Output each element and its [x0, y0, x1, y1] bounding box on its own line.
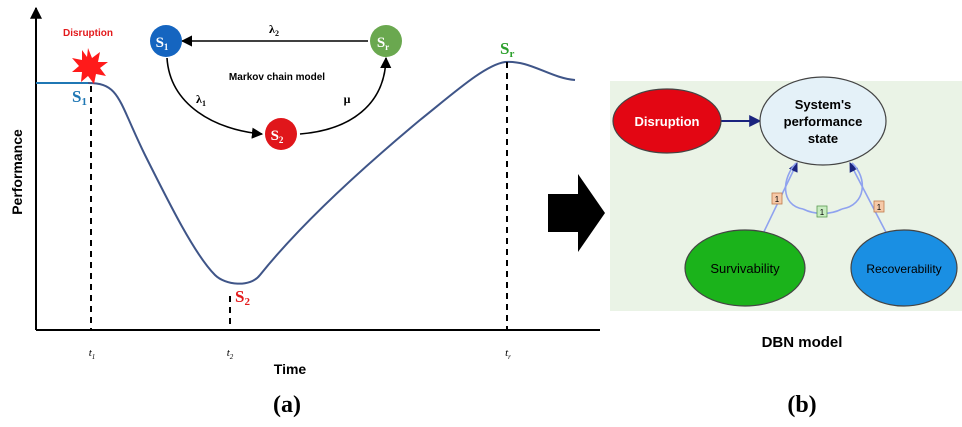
edge-s1-to-s2	[166, 57, 264, 139]
edge-label-lambda1: λ1	[196, 92, 206, 108]
curve-label-sr: Sr	[500, 39, 514, 60]
lag-box-left	[771, 192, 783, 205]
edge-label-mu: μ	[344, 92, 351, 106]
performance-curve	[36, 60, 576, 285]
lag-box-right	[873, 200, 885, 213]
markov-node-s2	[265, 118, 297, 150]
markov-title: Markov chain model	[229, 72, 325, 83]
self-loop-right	[841, 162, 864, 210]
markov-node-s2-label: S2	[271, 128, 284, 145]
node-disruption	[612, 88, 722, 154]
tick-t1: t1	[89, 347, 96, 361]
panel-b: 1 1 1 Disruption System's performance st…	[610, 76, 962, 418]
panel-a: Performance Time t1 t2 tr S1 S2 Sr Disru…	[9, 6, 600, 418]
node-performance-state	[759, 76, 887, 166]
caption-a: (a)	[273, 392, 301, 418]
edge-s2-to-sr	[299, 56, 392, 135]
node-survivability-label: Survivability	[710, 261, 780, 276]
disruption-burst-icon	[72, 48, 108, 84]
node-performance-line1: System's	[795, 97, 852, 112]
self-loop-left	[784, 162, 804, 210]
disruption-label: Disruption	[63, 28, 113, 39]
x-axis-label: Time	[274, 361, 307, 377]
link-recoverability-to-performance	[849, 162, 891, 241]
node-recoverability-label: Recoverability	[866, 262, 941, 276]
dbn-title: DBN model	[762, 334, 843, 351]
lag-label-right: 1	[877, 203, 882, 212]
node-performance-line3: state	[808, 131, 838, 146]
curve-label-s2: S2	[235, 287, 250, 308]
markov-node-s1	[150, 25, 182, 57]
block-arrow-icon	[548, 174, 605, 252]
node-survivability	[684, 229, 806, 307]
node-disruption-label: Disruption	[635, 114, 700, 129]
lag-box-middle	[816, 205, 828, 218]
lag-label-left: 1	[775, 195, 780, 204]
node-recoverability	[850, 229, 958, 307]
tick-tr: tr	[505, 347, 511, 361]
y-axis-label: Performance	[9, 129, 25, 215]
node-performance-line2: performance	[784, 114, 863, 129]
markov-chain-inset: S1 S2 Sr λ2 λ1 μ Markov chain model	[150, 22, 402, 150]
edge-label-lambda2: λ2	[269, 22, 279, 38]
caption-b: (b)	[787, 392, 816, 418]
markov-node-sr	[370, 25, 402, 57]
markov-node-s1-label: S1	[156, 35, 169, 52]
tick-t2: t2	[227, 347, 234, 361]
lag-label-middle: 1	[820, 208, 825, 217]
curve-label-s1: S1	[72, 87, 87, 108]
markov-node-sr-label: Sr	[377, 35, 389, 52]
